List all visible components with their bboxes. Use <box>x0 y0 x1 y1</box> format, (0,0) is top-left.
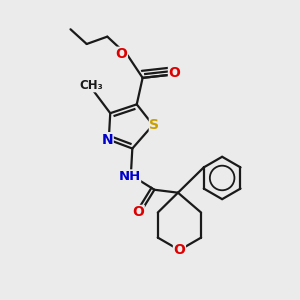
Text: CH₃: CH₃ <box>79 79 103 92</box>
Text: NH: NH <box>118 170 140 183</box>
Text: O: O <box>173 242 185 256</box>
Text: N: N <box>101 133 113 147</box>
Text: O: O <box>132 206 144 219</box>
Text: S: S <box>149 118 159 132</box>
Text: O: O <box>116 47 128 61</box>
Text: O: O <box>169 66 180 80</box>
